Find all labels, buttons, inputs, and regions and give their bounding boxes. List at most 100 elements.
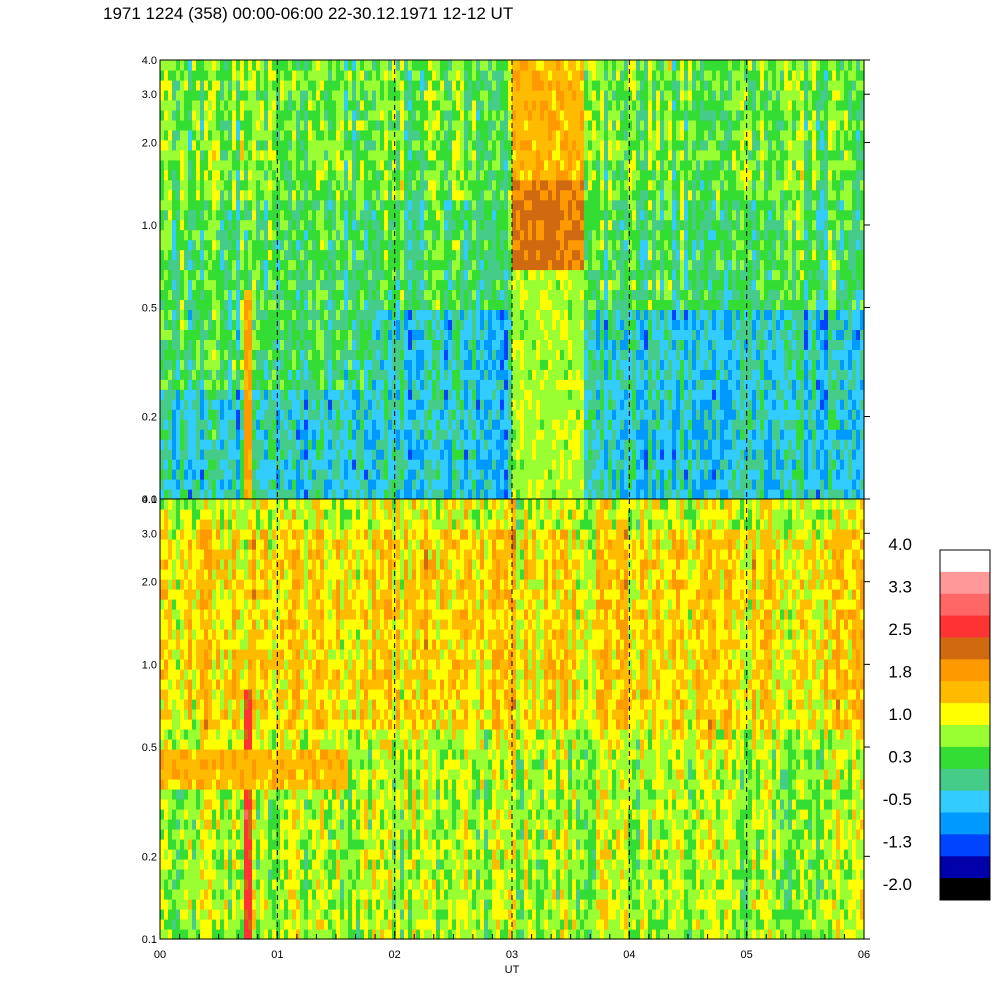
heatmap-cell bbox=[456, 249, 461, 261]
heatmap-cell bbox=[444, 419, 449, 430]
heatmap-cell bbox=[480, 199, 485, 211]
heatmap-cell bbox=[312, 119, 317, 131]
heatmap-cell bbox=[348, 269, 353, 281]
heatmap-cell bbox=[280, 129, 285, 141]
heatmap-cell bbox=[356, 399, 361, 410]
heatmap-cell bbox=[560, 269, 565, 281]
heatmap-cell bbox=[476, 279, 481, 291]
heatmap-cell bbox=[424, 349, 429, 360]
heatmap-cell bbox=[592, 389, 597, 400]
heatmap-cell bbox=[472, 89, 477, 101]
heatmap-cell bbox=[588, 159, 593, 171]
heatmap-cell bbox=[288, 119, 293, 131]
heatmap-cell bbox=[268, 329, 273, 340]
heatmap-cell bbox=[512, 289, 517, 301]
heatmap-cell bbox=[536, 89, 541, 101]
heatmap-cell bbox=[332, 459, 337, 470]
heatmap-cell bbox=[236, 109, 241, 121]
heatmap-cell bbox=[340, 159, 345, 171]
heatmap-cell bbox=[292, 239, 297, 251]
heatmap-cell bbox=[272, 459, 277, 470]
heatmap-cell bbox=[404, 219, 409, 231]
heatmap-cell bbox=[560, 389, 565, 400]
heatmap-cell bbox=[236, 60, 241, 71]
heatmap-cell bbox=[212, 179, 217, 191]
heatmap-cell bbox=[228, 319, 233, 330]
heatmap-cell bbox=[548, 399, 553, 410]
heatmap-cell bbox=[300, 179, 305, 191]
heatmap-cell bbox=[176, 479, 181, 490]
heatmap-cell bbox=[416, 189, 421, 201]
heatmap-cell bbox=[248, 179, 253, 191]
heatmap-cell bbox=[416, 99, 421, 111]
heatmap-cell bbox=[468, 429, 473, 440]
heatmap-cell bbox=[580, 259, 585, 271]
heatmap-cell bbox=[580, 60, 585, 71]
heatmap-cell bbox=[356, 209, 361, 221]
heatmap-cell bbox=[576, 119, 581, 131]
heatmap-cell bbox=[240, 289, 245, 301]
heatmap-cell bbox=[364, 289, 369, 301]
heatmap-cell bbox=[440, 299, 445, 311]
heatmap-cell bbox=[556, 449, 561, 460]
heatmap-cell bbox=[492, 369, 497, 380]
heatmap-cell bbox=[548, 379, 553, 390]
heatmap-cell bbox=[480, 60, 485, 71]
heatmap-cell bbox=[456, 349, 461, 360]
heatmap-cell bbox=[552, 129, 557, 141]
heatmap-cell bbox=[364, 469, 369, 480]
heatmap-cell bbox=[272, 189, 277, 201]
heatmap-cell bbox=[220, 149, 225, 161]
heatmap-cell bbox=[480, 99, 485, 111]
heatmap-cell bbox=[464, 189, 469, 201]
heatmap-cell bbox=[368, 60, 373, 71]
heatmap-cell bbox=[288, 329, 293, 340]
heatmap-cell bbox=[580, 349, 585, 360]
heatmap-cell bbox=[484, 209, 489, 221]
heatmap-cell bbox=[604, 429, 609, 440]
heatmap-cell bbox=[412, 189, 417, 201]
heatmap-cell bbox=[196, 409, 201, 420]
heatmap-cell bbox=[260, 179, 265, 191]
heatmap-cell bbox=[472, 299, 477, 311]
heatmap-cell bbox=[432, 429, 437, 440]
heatmap-cell bbox=[608, 299, 613, 311]
heatmap-cell bbox=[516, 89, 521, 101]
heatmap-cell bbox=[368, 409, 373, 420]
heatmap-cell bbox=[332, 299, 337, 311]
heatmap-cell bbox=[560, 479, 565, 490]
heatmap-cell bbox=[428, 119, 433, 131]
heatmap-cell bbox=[380, 179, 385, 191]
heatmap-cell bbox=[540, 329, 545, 340]
heatmap-cell bbox=[604, 199, 609, 211]
heatmap-cell bbox=[200, 179, 205, 191]
heatmap-cell bbox=[612, 289, 617, 301]
heatmap-cell bbox=[524, 69, 529, 81]
heatmap-cell bbox=[576, 109, 581, 121]
heatmap-cell bbox=[216, 169, 221, 181]
heatmap-cell bbox=[580, 239, 585, 251]
heatmap-cell bbox=[404, 199, 409, 211]
heatmap-cell bbox=[340, 269, 345, 281]
heatmap-cell bbox=[572, 439, 577, 450]
heatmap-cell bbox=[196, 479, 201, 490]
heatmap-cell bbox=[188, 189, 193, 201]
heatmap-cell bbox=[496, 79, 501, 91]
heatmap-cell bbox=[580, 249, 585, 261]
heatmap-cell bbox=[588, 239, 593, 251]
heatmap-cell bbox=[344, 149, 349, 161]
heatmap-cell bbox=[476, 479, 481, 490]
heatmap-cell bbox=[508, 429, 513, 440]
heatmap-cell bbox=[272, 279, 277, 291]
heatmap-cell bbox=[420, 209, 425, 221]
heatmap-cell bbox=[172, 239, 177, 251]
heatmap-cell bbox=[292, 279, 297, 291]
heatmap-cell bbox=[536, 339, 541, 350]
heatmap-cell bbox=[356, 439, 361, 450]
heatmap-cell bbox=[428, 359, 433, 370]
heatmap-cell bbox=[328, 159, 333, 171]
heatmap-cell bbox=[404, 229, 409, 241]
heatmap-cell bbox=[444, 299, 449, 311]
heatmap-cell bbox=[168, 419, 173, 430]
heatmap-cell bbox=[356, 409, 361, 420]
